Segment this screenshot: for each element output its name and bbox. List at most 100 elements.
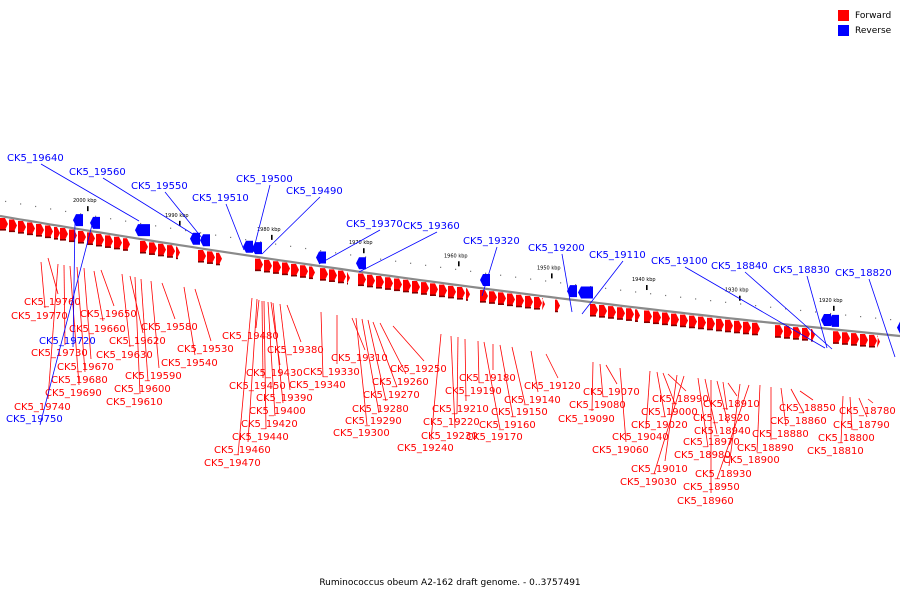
forward-gene-label: CK5_18940 <box>694 426 751 437</box>
forward-gene <box>725 319 733 332</box>
reverse-gene <box>243 240 253 253</box>
forward-gene <box>860 334 868 347</box>
backbone-tick <box>890 318 892 321</box>
forward-gene <box>784 326 792 339</box>
forward-leader-line <box>530 350 539 393</box>
reverse-gene <box>821 314 831 327</box>
forward-gene-label: CK5_18810 <box>807 446 864 457</box>
forward-gene-shadow <box>869 345 875 348</box>
reverse-gene <box>356 257 366 270</box>
forward-gene <box>498 292 506 305</box>
backbone-tick <box>425 264 427 266</box>
backbone-tick <box>410 262 412 264</box>
forward-gene <box>176 246 180 259</box>
forward-gene-shadow <box>525 306 531 309</box>
reverse-gene <box>829 314 839 327</box>
forward-gene <box>644 310 652 323</box>
forward-gene <box>264 259 272 272</box>
forward-gene-shadow <box>27 233 33 236</box>
backbone-tick <box>20 203 22 205</box>
reverse-gene <box>200 234 210 247</box>
forward-gene-shadow <box>207 262 213 264</box>
forward-gene-shadow <box>743 332 749 335</box>
reverse-gene <box>252 242 262 255</box>
forward-leader-line <box>849 396 853 431</box>
forward-gene-shadow <box>430 294 436 297</box>
forward-leader-line <box>286 304 302 343</box>
forward-gene-shadow <box>480 301 486 303</box>
backbone-tick <box>695 298 697 300</box>
forward-gene-shadow <box>320 279 326 281</box>
forward-gene-label: CK5_18860 <box>770 416 827 427</box>
forward-gene-label: CK5_19010 <box>631 464 688 475</box>
forward-gene <box>743 321 751 334</box>
forward-gene-shadow <box>9 230 15 233</box>
reverse-leader-line <box>868 278 896 358</box>
forward-gene-shadow <box>516 305 522 308</box>
forward-leader-line <box>645 370 651 430</box>
scale-tick <box>646 285 648 291</box>
forward-leader-line <box>63 264 66 346</box>
forward-gene-shadow <box>54 238 58 240</box>
scale-label: 1980 kbp <box>257 227 281 233</box>
forward-gene <box>590 303 598 316</box>
forward-leader-line <box>545 353 559 379</box>
forward-gene-label: CK5_19280 <box>352 404 409 415</box>
backbone-tick <box>530 278 532 280</box>
backbone-tick <box>770 306 772 308</box>
backbone-tick <box>95 215 97 217</box>
scale-tick <box>87 206 89 212</box>
scale-label: 1990 kbp <box>165 213 189 219</box>
forward-leader-line <box>69 265 80 386</box>
forward-gene-shadow <box>264 270 270 273</box>
forward-leader-line <box>320 311 324 378</box>
forward-leader-line <box>662 372 676 405</box>
reverse-leader-line <box>744 271 833 350</box>
forward-gene-shadow <box>105 246 111 248</box>
forward-gene <box>403 279 411 292</box>
forward-leader-line <box>477 340 480 384</box>
forward-leader-line <box>483 341 501 430</box>
forward-gene-shadow <box>69 240 75 243</box>
forward-gene-label: CK5_18920 <box>693 413 750 424</box>
reverse-leader-line <box>39 224 93 426</box>
backbone-tick <box>65 210 67 213</box>
backbone-tick <box>35 205 37 208</box>
forward-gene-label: CK5_18960 <box>677 496 734 507</box>
forward-gene <box>869 334 877 347</box>
forward-gene <box>45 225 53 238</box>
forward-gene <box>534 296 542 309</box>
forward-gene-label: CK5_19270 <box>363 390 420 401</box>
backbone-tick <box>365 256 367 258</box>
forward-gene-label: CK5_19240 <box>397 443 454 454</box>
forward-gene <box>320 268 328 281</box>
forward-leader-line <box>667 373 687 392</box>
forward-leader-line <box>728 383 741 467</box>
forward-gene <box>707 317 715 330</box>
forward-gene-shadow <box>662 323 668 326</box>
scale-tick <box>551 273 553 279</box>
forward-gene <box>811 328 815 341</box>
forward-gene-label: CK5_19660 <box>69 324 126 335</box>
reverse-leader-line <box>252 184 271 253</box>
forward-gene <box>69 229 77 242</box>
forward-gene <box>833 331 841 344</box>
reverse-leader-line <box>481 246 498 297</box>
backbone-tick <box>860 316 862 318</box>
forward-gene-label: CK5_19190 <box>445 386 502 397</box>
backbone-tick <box>470 270 472 272</box>
legend-forward: Forward <box>838 8 891 23</box>
forward-gene-shadow <box>725 330 731 333</box>
backbone-tick <box>635 291 637 293</box>
forward-leader-line <box>858 397 868 418</box>
forward-gene-label: CK5_19580 <box>141 322 198 333</box>
forward-leader-line <box>840 395 844 444</box>
backbone-tick <box>5 200 7 203</box>
forward-gene <box>114 236 122 249</box>
forward-leader-line <box>47 263 59 400</box>
forward-gene <box>358 273 366 286</box>
forward-gene-label: CK5_19650 <box>80 309 137 320</box>
forward-leader-line <box>456 336 459 415</box>
reverse-gene-label: CK5_18830 <box>773 265 830 276</box>
forward-gene-shadow <box>555 310 558 313</box>
